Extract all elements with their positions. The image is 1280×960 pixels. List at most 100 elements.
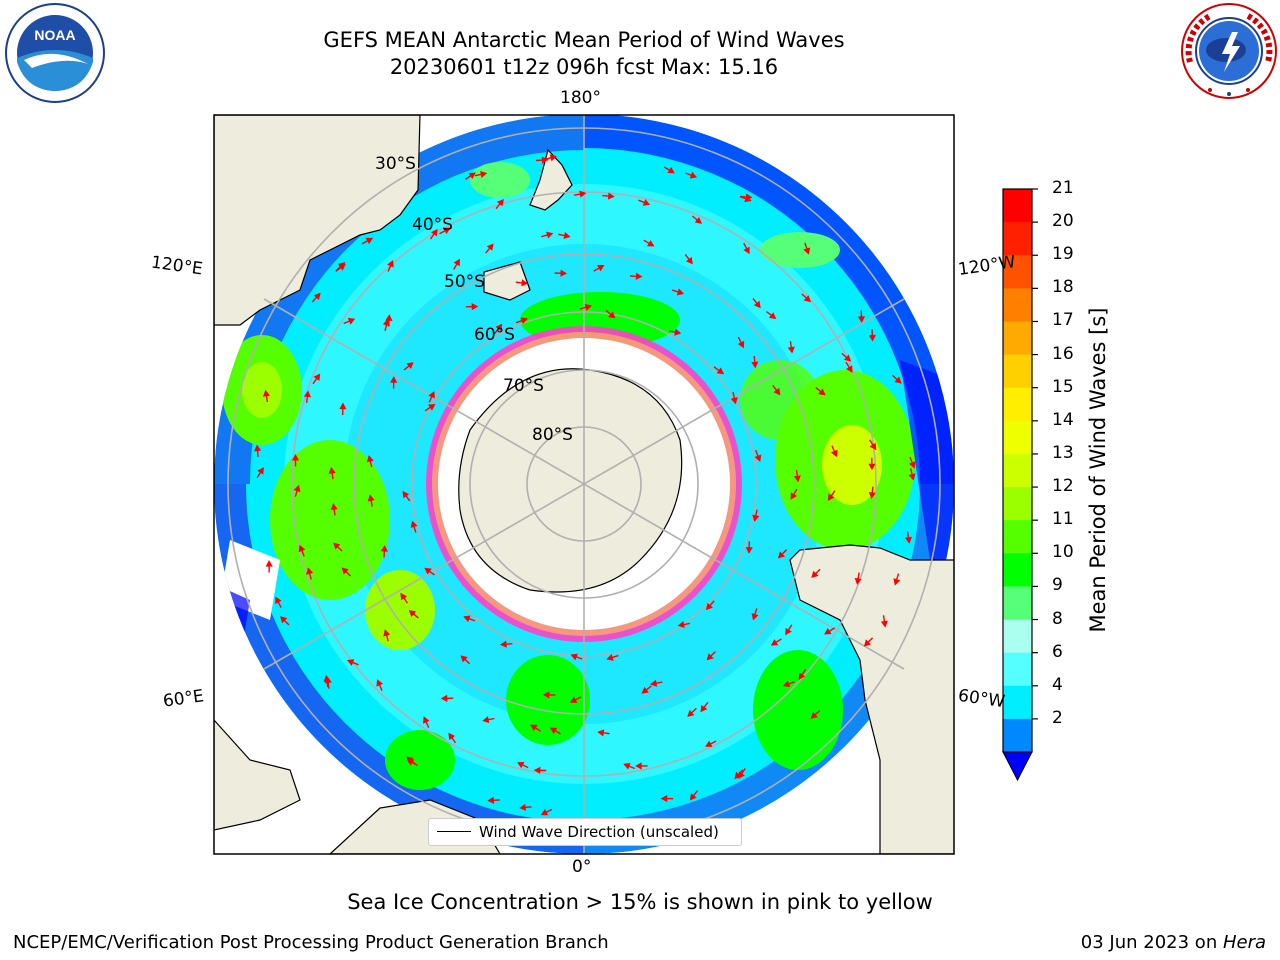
wave-direction-arrow-head — [803, 295, 811, 303]
colorbar-tick-label: 13 — [1052, 442, 1074, 463]
lat-label-30s: 30°S — [375, 154, 416, 174]
colorbar-tick-label: 14 — [1052, 409, 1074, 430]
colorbar — [1002, 188, 1038, 782]
wave-direction-arrow-head — [533, 766, 541, 774]
wave-direction-arrow-head — [520, 317, 528, 325]
wave-direction-arrow-head — [846, 365, 853, 373]
colorbar-segment — [1003, 718, 1032, 753]
wave-direction-arrow-head — [868, 463, 876, 471]
colorbar-tick-label: 11 — [1052, 509, 1074, 530]
wave-direction-arrow-head — [298, 544, 306, 553]
wave-direction-arrow-head — [584, 303, 593, 311]
lat-label-80s: 80°S — [532, 425, 573, 445]
wave-direction-arrow-head — [705, 602, 713, 611]
wave-direction-arrow-head — [366, 455, 374, 463]
wave-direction-arrow-head — [743, 246, 750, 255]
wave-direction-arrow-head — [306, 567, 314, 575]
wave-direction-arrow-head — [667, 166, 675, 174]
wave-direction-arrow-head — [480, 171, 488, 179]
wave-direction-arrow-head — [293, 484, 301, 493]
wave-direction-arrow-head — [346, 659, 355, 666]
wave-direction-arrow-head — [803, 247, 811, 255]
wave-direction-arrow-head — [546, 231, 554, 239]
colorbar-segment — [1003, 321, 1032, 356]
wave-direction-arrow-head — [516, 761, 525, 769]
wave-direction-arrow-head — [560, 269, 568, 277]
wave-direction-arrow-head — [486, 243, 494, 251]
wave-direction-arrow-head — [380, 544, 388, 552]
footer-machine: Hera — [1222, 932, 1266, 953]
wave-direction-arrow-head — [700, 704, 708, 713]
wave-direction-arrow-head — [253, 444, 262, 452]
wave-direction-arrow-head — [597, 729, 605, 737]
colorbar-segment — [1003, 387, 1032, 422]
wave-direction-arrow-head — [770, 639, 779, 646]
wave-direction-arrow-head — [365, 237, 374, 245]
colorbar-segment — [1003, 420, 1032, 455]
colorbar-tick-label: 10 — [1052, 542, 1074, 563]
wave-direction-arrow-head — [400, 592, 408, 601]
wave-direction-arrow-head — [843, 354, 852, 362]
wave-direction-arrow-head — [338, 261, 346, 270]
wave-direction-arrow-head — [328, 466, 336, 474]
latitude-labels: 30°S 40°S 50°S 60°S 70°S 80°S — [375, 154, 573, 445]
wave-direction-arrow-head — [704, 740, 713, 747]
wave-direction-arrow-head — [745, 193, 753, 201]
wave-direction-arrow-head — [597, 264, 605, 272]
wave-direction-arrow-head — [406, 756, 414, 764]
wave-direction-arrow-head — [410, 520, 418, 528]
wave-direction-arrow-head — [265, 560, 273, 567]
chart-title: GEFS MEAN Antarctic Mean Period of Wind … — [323, 28, 845, 52]
wave-direction-arrow-head — [606, 653, 614, 661]
colorbar-segments — [1003, 189, 1032, 753]
colorbar-segment — [1003, 255, 1032, 289]
colorbar-extend-triangle — [1002, 751, 1033, 782]
wave-direction-arrow-head — [496, 199, 504, 207]
wave-direction-arrow-head — [549, 154, 557, 162]
colorbar-tick-marks — [1032, 188, 1038, 720]
wave-direction-arrow-head — [908, 473, 916, 481]
sea-ice-caption: Sea Ice Concentration > 15% is shown in … — [347, 890, 933, 914]
wave-direction-arrow-head — [730, 397, 738, 405]
wave-direction-arrow-head — [777, 551, 786, 559]
wave-direction-arrow-head — [347, 317, 356, 325]
wave-direction-arrow-head — [549, 727, 558, 734]
wave-direction-arrow-head — [460, 655, 468, 663]
wind-wave-direction-arrows — [253, 154, 916, 816]
wave-direction-arrow-head — [751, 613, 759, 621]
wave-direction-arrow-head — [674, 328, 682, 336]
wave-direction-arrow-head — [782, 680, 791, 688]
wave-direction-arrow-head — [868, 334, 876, 342]
wave-direction-arrow-head — [790, 492, 797, 500]
wave-direction-arrow-head — [894, 376, 902, 384]
colorbar-tick-label: 17 — [1052, 310, 1074, 331]
wave-direction-arrow-head — [752, 514, 760, 522]
colorbar-segment — [1003, 453, 1032, 488]
colorbar-tick-label: 16 — [1052, 343, 1074, 364]
madagascar-land — [214, 719, 301, 831]
wave-direction-arrow-head — [428, 403, 436, 411]
wave-direction-arrow-head — [646, 240, 655, 247]
wave-direction-arrow-head — [787, 346, 795, 354]
wave-direction-arrow-head — [385, 314, 393, 321]
wave-direction-arrow-head — [563, 231, 571, 239]
wave-direction-arrow-head — [440, 694, 448, 702]
wave-direction-arrow-head — [323, 674, 331, 682]
wave-direction-arrow-head — [499, 640, 507, 648]
wave-direction-arrow-head — [685, 256, 693, 265]
wave-direction-arrow-head — [793, 475, 801, 483]
wave-direction-arrow-head — [768, 312, 777, 320]
wave-direction-arrow-head — [869, 442, 877, 451]
lat-label-40s: 40°S — [412, 215, 453, 235]
lat-label-50s: 50°S — [444, 272, 485, 292]
colorbar-segment — [1003, 487, 1032, 521]
wave-direction-arrow-head — [868, 491, 876, 499]
wave-direction-arrow-head — [608, 311, 616, 319]
nws-logo — [1181, 3, 1277, 99]
wave-direction-arrow-head — [280, 616, 288, 624]
wave-direction-arrow-head — [824, 628, 832, 635]
wave-direction-arrow-head — [635, 762, 642, 770]
colorbar-label: Mean Period of Wind Waves [s] — [1086, 307, 1110, 633]
colorbar-tick-label: 9 — [1052, 575, 1063, 596]
wave-direction-arrow-head — [521, 279, 529, 287]
